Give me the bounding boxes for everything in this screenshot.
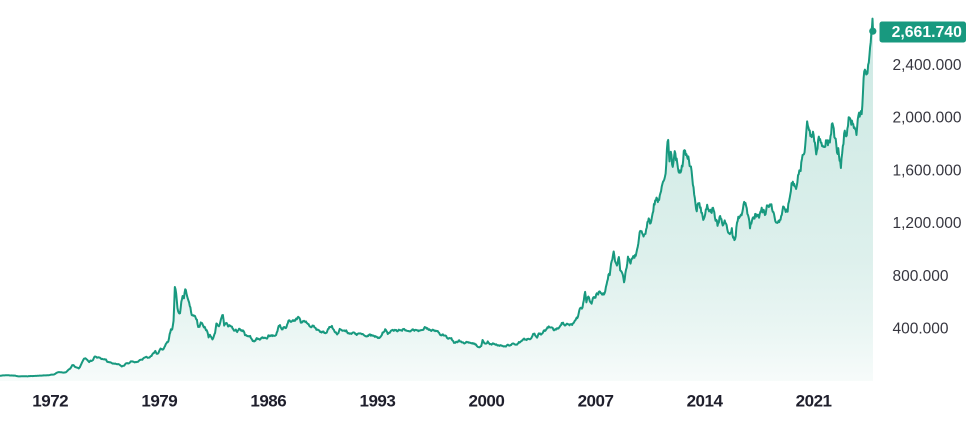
svg-text:2021: 2021: [796, 391, 832, 410]
svg-text:400.000: 400.000: [893, 321, 949, 338]
svg-text:1,600.000: 1,600.000: [893, 162, 962, 179]
svg-text:1972: 1972: [32, 391, 68, 410]
svg-text:1979: 1979: [141, 391, 177, 410]
svg-text:2007: 2007: [578, 391, 614, 410]
svg-text:2,661.740: 2,661.740: [892, 24, 962, 41]
svg-text:2014: 2014: [687, 391, 724, 410]
svg-text:800.000: 800.000: [893, 268, 949, 285]
svg-text:1986: 1986: [250, 391, 286, 410]
svg-text:2,000.000: 2,000.000: [893, 110, 962, 127]
svg-text:1,200.000: 1,200.000: [893, 215, 962, 232]
svg-text:2,400.000: 2,400.000: [893, 57, 962, 74]
svg-text:2000: 2000: [468, 391, 504, 410]
svg-text:1993: 1993: [359, 391, 395, 410]
